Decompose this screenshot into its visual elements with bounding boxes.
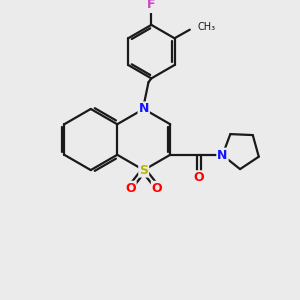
Text: N: N (139, 103, 149, 116)
Text: O: O (194, 171, 204, 184)
Text: F: F (147, 0, 156, 11)
Text: CH₃: CH₃ (197, 22, 216, 32)
Text: O: O (125, 182, 136, 195)
Text: S: S (139, 164, 148, 177)
Text: O: O (152, 182, 162, 195)
Text: N: N (217, 148, 228, 162)
